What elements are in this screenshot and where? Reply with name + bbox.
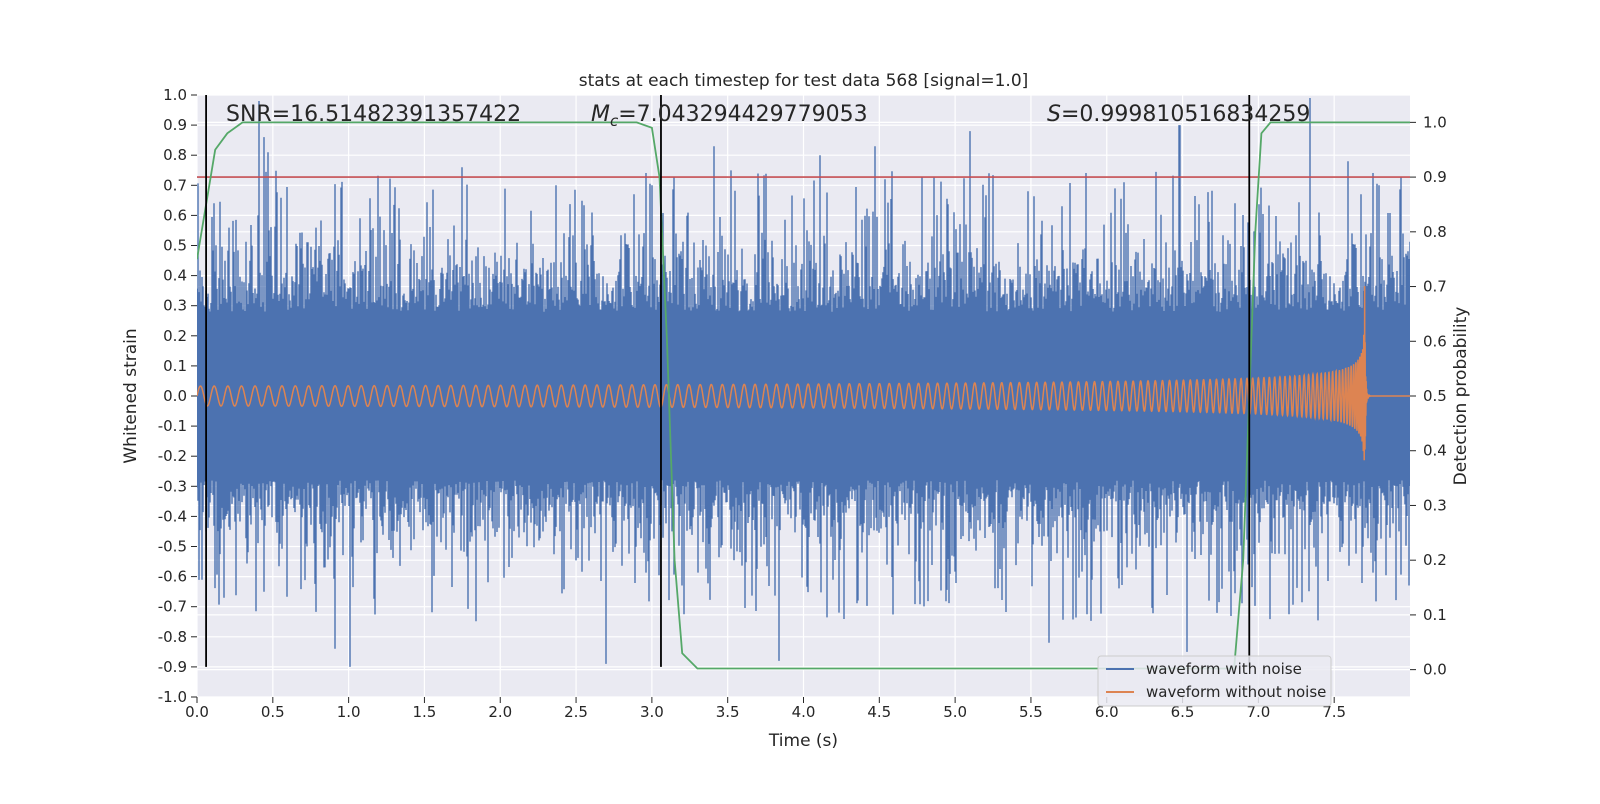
x-tick-label: 0.0 [185,703,209,721]
y-right-tick-label: 0.7 [1423,278,1447,296]
x-tick-label: 4.0 [792,703,816,721]
y-right-tick-label: 0.5 [1423,387,1447,405]
score-value: =0.999810516834259 [1061,102,1310,127]
y-left-tick-label: 0.5 [163,237,187,255]
y-right-tick-label: 0.4 [1423,442,1447,460]
y-right-tick-label: 1.0 [1423,113,1447,131]
x-tick-label: 6.0 [1095,703,1119,721]
chart-title: stats at each timestep for test data 568… [579,71,1029,91]
clean-waveform-series [197,286,1410,461]
score-annotation: S=0.999810516834259 [1047,102,1310,127]
x-tick-label: 5.0 [943,703,967,721]
chirp-mass-value: =7.043294429779053 [618,102,867,127]
detection-probability-series [197,121,1410,670]
y-left-tick-label: -0.9 [158,658,187,676]
legend-label-noise: waveform with noise [1146,660,1302,678]
y-right-tick-label: 0.0 [1423,661,1447,679]
legend-box [1097,655,1332,707]
y-left-tick-label: -0.7 [158,598,187,616]
score-symbol: S [1047,102,1061,127]
y-left-tick-label: 0.6 [163,206,187,224]
y-left-tick-label: 0.2 [163,327,187,345]
chirp-mass-subscript: c [610,112,619,130]
x-tick-label: 4.5 [867,703,891,721]
legend-label-clean: waveform without noise [1146,683,1326,701]
x-tick-label: 7.0 [1246,703,1270,721]
y-left-tick-label: 1.0 [163,86,187,104]
chirp-mass-symbol: M [591,102,610,127]
y-axis-right-label: Detection probability [1451,307,1471,486]
y-left-tick-label: -0.2 [158,447,187,465]
y-left-tick-label: 0.9 [163,116,187,134]
y-left-tick-label: 0.7 [163,176,187,194]
y-left-tick-label: 0.8 [163,146,187,164]
y-left-tick-label: 0.4 [163,267,187,285]
series-layer [197,98,1410,670]
y-left-tick-label: 0.0 [163,387,187,405]
x-tick-label: 3.5 [716,703,740,721]
x-tick-label: 2.5 [564,703,588,721]
y-left-tick-label: -0.6 [158,568,187,586]
chirp-mass-annotation: Mc=7.043294429779053 [591,102,868,130]
noisy-waveform-series [197,98,1410,667]
y-axis-left-label: Whitened strain [121,328,141,463]
y-left-tick-label: -0.5 [158,538,187,556]
x-axis-label: Time (s) [768,731,838,751]
y-left-tick-label: -0.8 [158,628,187,646]
y-right-tick-label: 0.9 [1423,168,1447,186]
x-tick-label: 3.0 [640,703,664,721]
y-right-tick-label: 0.6 [1423,332,1447,350]
x-tick-label: 7.5 [1322,703,1346,721]
marker-layer [205,95,1251,667]
x-tick-label: 1.0 [337,703,361,721]
snr-annotation: SNR=16.51482391357422 [226,102,521,127]
y-right-tick-label: 0.3 [1423,496,1447,514]
y-right-tick-label: 0.8 [1423,223,1447,241]
y-left-tick-label: -1.0 [158,688,187,706]
y-left-tick-label: -0.3 [158,477,187,495]
tick-layer: 0.0 0.5 1.0 1.5 2.0 2.5 3.0 3.5 4.0 4.5 5.0 5.5 6.0 6… [158,86,1447,721]
legend: waveform with noise waveform without noi… [1097,655,1332,707]
x-tick-label: 5.5 [1019,703,1043,721]
y-right-tick-label: 0.1 [1423,606,1447,624]
y-left-tick-label: 0.3 [163,297,187,315]
y-right-tick-label: 0.2 [1423,551,1447,569]
x-tick-label: 1.5 [413,703,437,721]
x-tick-label: 0.5 [261,703,285,721]
y-left-tick-label: -0.1 [158,417,187,435]
y-left-tick-label: 0.1 [163,357,187,375]
x-tick-label: 2.0 [488,703,512,721]
x-tick-label: 6.5 [1171,703,1195,721]
y-left-tick-label: -0.4 [158,507,187,525]
